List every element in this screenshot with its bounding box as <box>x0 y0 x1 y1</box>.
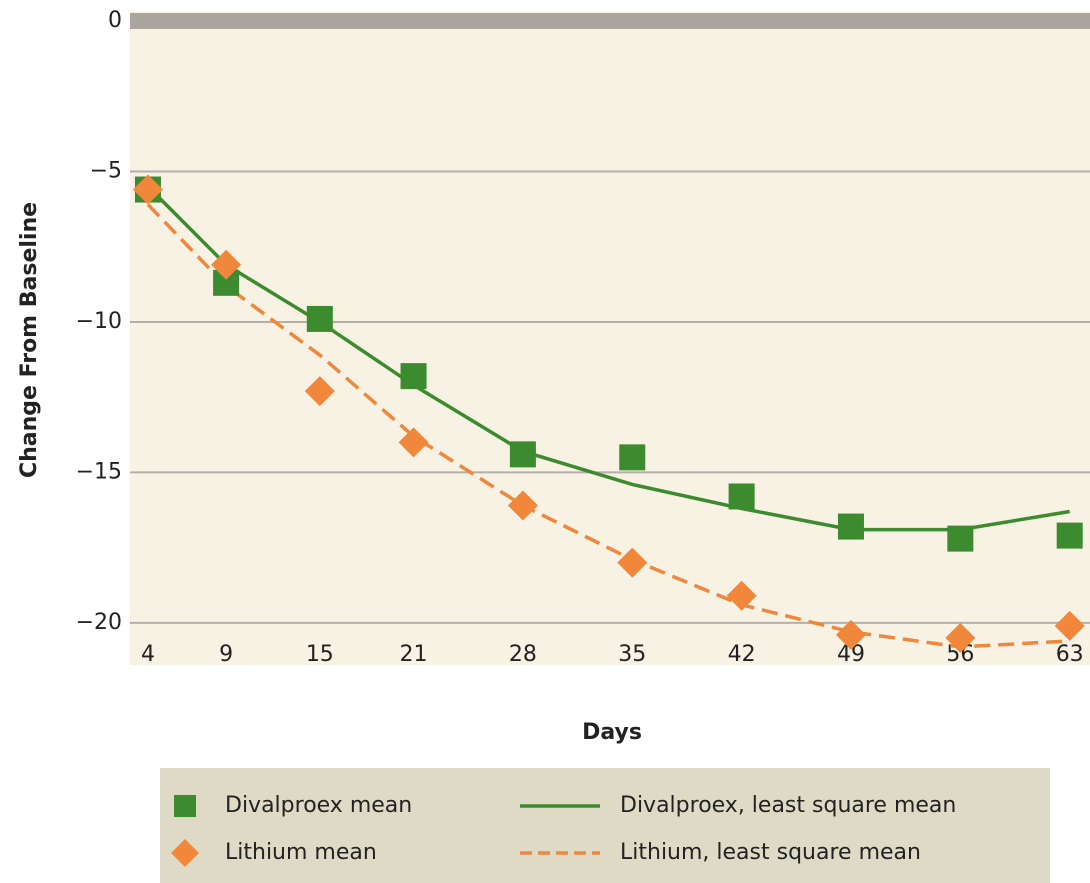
diamond-marker <box>211 249 242 280</box>
x-axis-title: Days <box>582 720 642 745</box>
diamond-marker <box>1054 610 1085 641</box>
diamond-marker <box>507 490 538 521</box>
square-marker <box>509 441 536 468</box>
legend-label: Divalproex, least square mean <box>620 793 956 818</box>
diamond-marker <box>726 580 757 611</box>
legend-label: Lithium mean <box>225 840 377 865</box>
square-marker <box>947 525 974 552</box>
y-tick-label: −10 <box>76 309 122 334</box>
x-tick-label: 9 <box>219 642 233 667</box>
x-tick-label: 63 <box>1056 642 1084 667</box>
x-tick-label: 4 <box>141 642 155 667</box>
y-tick-label: 0 <box>108 8 122 33</box>
legend-background <box>160 768 1050 883</box>
diamond-marker <box>945 622 976 653</box>
x-tick-label: 15 <box>306 642 334 667</box>
diamond-marker <box>132 174 163 205</box>
diamond-marker <box>835 619 866 650</box>
legend-label: Lithium, least square mean <box>620 840 921 865</box>
legend-swatch <box>174 795 196 817</box>
square-marker <box>837 513 864 540</box>
square-marker <box>1056 522 1083 549</box>
square-marker <box>619 444 646 471</box>
y-tick-label: −20 <box>76 610 122 635</box>
y-tick-label: −15 <box>76 459 122 484</box>
plot-background <box>130 12 1090 665</box>
y-tick-label: −5 <box>90 158 122 183</box>
series-line <box>146 203 1070 649</box>
x-tick-label: 35 <box>618 642 646 667</box>
diamond-marker <box>304 376 335 407</box>
square-marker <box>306 305 333 332</box>
square-marker <box>728 483 755 510</box>
legend-label: Divalproex mean <box>225 793 412 818</box>
y-axis-title: Change From Baseline <box>17 202 42 478</box>
legend-swatch <box>171 839 199 867</box>
x-tick-label: 42 <box>728 642 756 667</box>
x-tick-label: 28 <box>509 642 537 667</box>
series-line <box>146 185 1070 532</box>
square-marker <box>400 363 427 390</box>
x-tick-label: 21 <box>400 642 428 667</box>
diamond-marker <box>617 547 648 578</box>
diamond-marker <box>398 427 429 458</box>
